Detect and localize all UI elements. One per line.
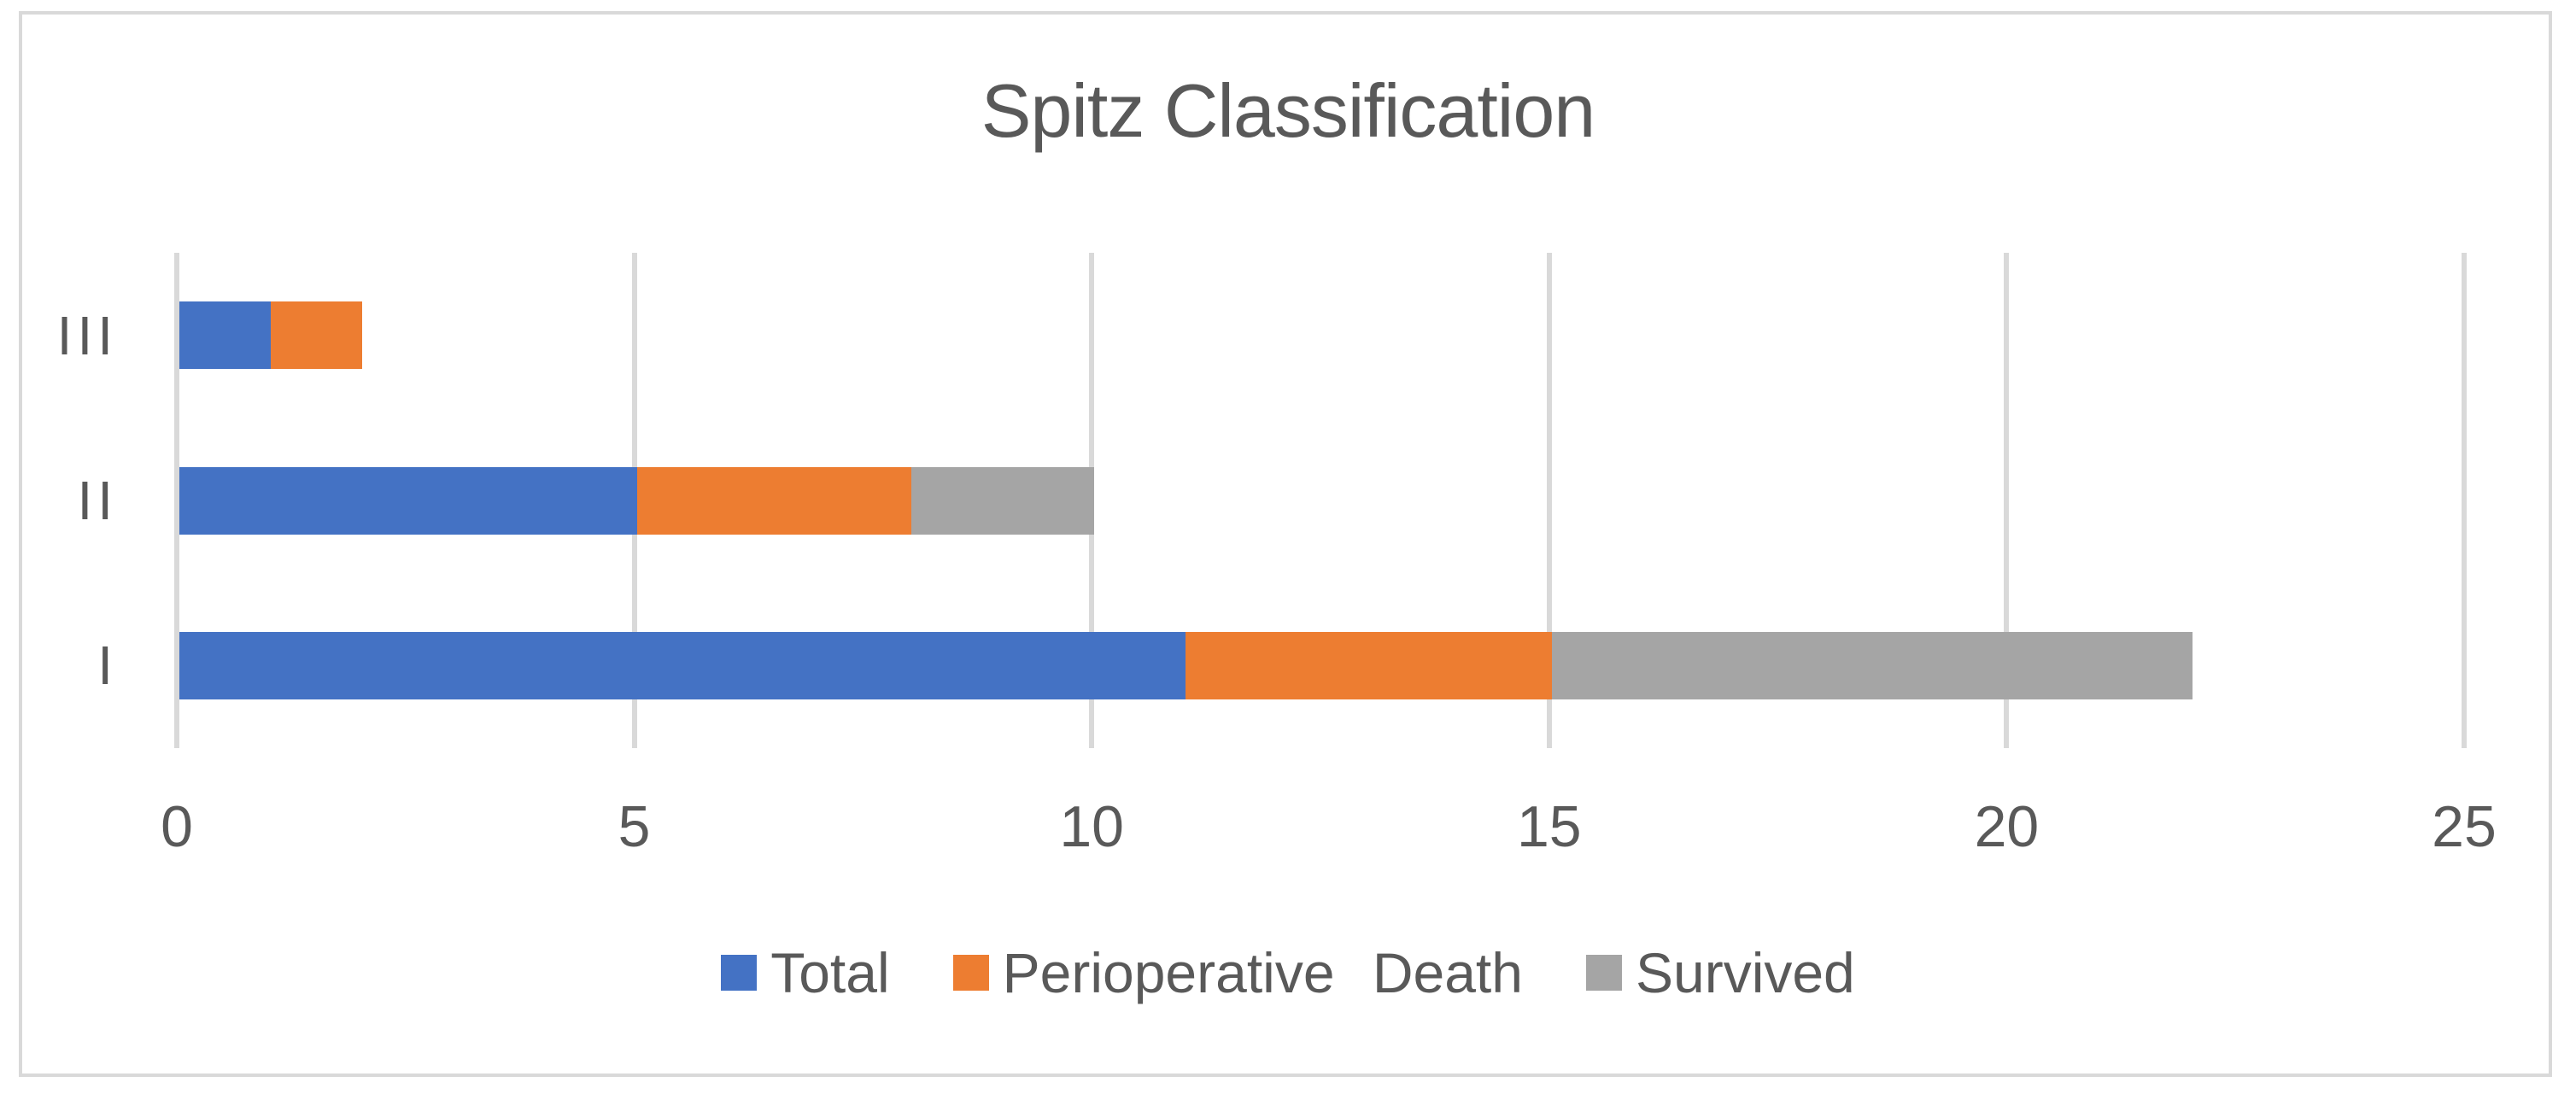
gridline-15 bbox=[1546, 253, 1552, 748]
legend-marker-perioperative-death bbox=[952, 955, 989, 991]
legend-item-perioperative-death: Perioperative Death bbox=[952, 941, 1523, 1004]
legend: Total Perioperative Death Survived bbox=[0, 934, 2576, 1011]
category-label-iii: III bbox=[56, 304, 118, 366]
gridline-0 bbox=[174, 253, 179, 748]
bar-segment-total-ii bbox=[179, 466, 637, 535]
x-tick-label-0: 0 bbox=[161, 794, 193, 859]
legend-label-perioperative-death: Perioperative Death bbox=[1002, 941, 1523, 1004]
category-label-ii: II bbox=[77, 469, 118, 531]
bar-segment-survived-i bbox=[1551, 631, 2193, 699]
legend-marker-survived bbox=[1585, 955, 1622, 991]
legend-item-total: Total bbox=[721, 941, 890, 1004]
plot-area bbox=[174, 253, 2467, 748]
x-tick-label-15: 15 bbox=[1516, 794, 1582, 859]
bar-segment-total-i bbox=[179, 631, 1186, 699]
category-label-i: I bbox=[97, 635, 118, 697]
gridline-25 bbox=[2462, 253, 2467, 748]
bar-segment-perioperative-death-i bbox=[1186, 631, 1552, 699]
bar-segment-total-iii bbox=[179, 301, 272, 370]
bar-segment-perioperative-death-iii bbox=[271, 301, 363, 370]
figure-border bbox=[19, 11, 2552, 1077]
legend-label-total: Total bbox=[770, 941, 890, 1004]
chart-title: Spitz Classification bbox=[981, 68, 1596, 153]
x-tick-label-5: 5 bbox=[618, 794, 651, 859]
legend-label-survived: Survived bbox=[1635, 941, 1855, 1004]
x-tick-label-25: 25 bbox=[2432, 794, 2497, 859]
bar-segment-survived-ii bbox=[910, 466, 1095, 535]
x-tick-label-10: 10 bbox=[1059, 794, 1125, 859]
gridline-20 bbox=[2004, 253, 2010, 748]
x-tick-label-20: 20 bbox=[1974, 794, 2040, 859]
legend-item-survived: Survived bbox=[1585, 941, 1855, 1004]
legend-marker-total bbox=[721, 955, 758, 991]
bar-segment-perioperative-death-ii bbox=[636, 466, 911, 535]
